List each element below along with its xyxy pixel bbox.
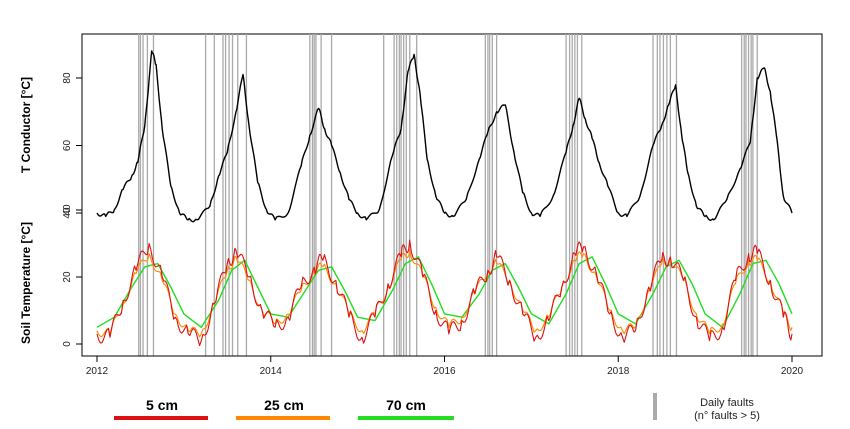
x-tick-label-2018: 2018 <box>607 366 630 377</box>
fault-lines <box>138 34 758 356</box>
x-tick-label-2014: 2014 <box>260 366 283 377</box>
legend-label-faults-line1: Daily faults <box>700 397 754 409</box>
legend-label-70cm: 70 cm <box>386 397 426 413</box>
y-axis-bottom: 0 20 40 <box>62 204 82 347</box>
x-tick-label-2012: 2012 <box>86 366 109 377</box>
y-bottom-tick-label-40: 40 <box>62 204 73 216</box>
legend-label-5cm: 5 cm <box>146 397 178 413</box>
series-line-25cm <box>96 249 793 338</box>
series-line-70cm <box>96 256 793 328</box>
series-lines <box>96 50 793 347</box>
plot-frame <box>81 33 823 357</box>
x-tick-label-2020: 2020 <box>781 366 804 377</box>
y-top-tick-label-80: 80 <box>62 72 73 84</box>
y-bottom-tick-label-0: 0 <box>62 341 73 347</box>
series-line-t-conductor <box>96 50 793 223</box>
y-top-tick-label-60: 60 <box>62 140 73 152</box>
y-top-tick-label-40: 40 <box>62 207 73 219</box>
y-axis-label-top: T Conductor [°C] <box>19 77 33 173</box>
y-axis-label-bottom: Soil Temperature [°C] <box>19 222 33 344</box>
legend-label-faults-line2: (n° faults > 5) <box>694 410 760 422</box>
series-line-5cm <box>96 239 793 347</box>
x-tick-label-2016: 2016 <box>433 366 456 377</box>
legend: 5 cm 25 cm 70 cm Daily faults (n° faults… <box>114 393 760 422</box>
x-axis: 2012 2014 2016 2018 2020 <box>86 355 804 377</box>
y-bottom-tick-label-20: 20 <box>62 271 73 283</box>
y-axis-top: 40 60 80 <box>62 72 82 219</box>
legend-label-25cm: 25 cm <box>264 397 304 413</box>
